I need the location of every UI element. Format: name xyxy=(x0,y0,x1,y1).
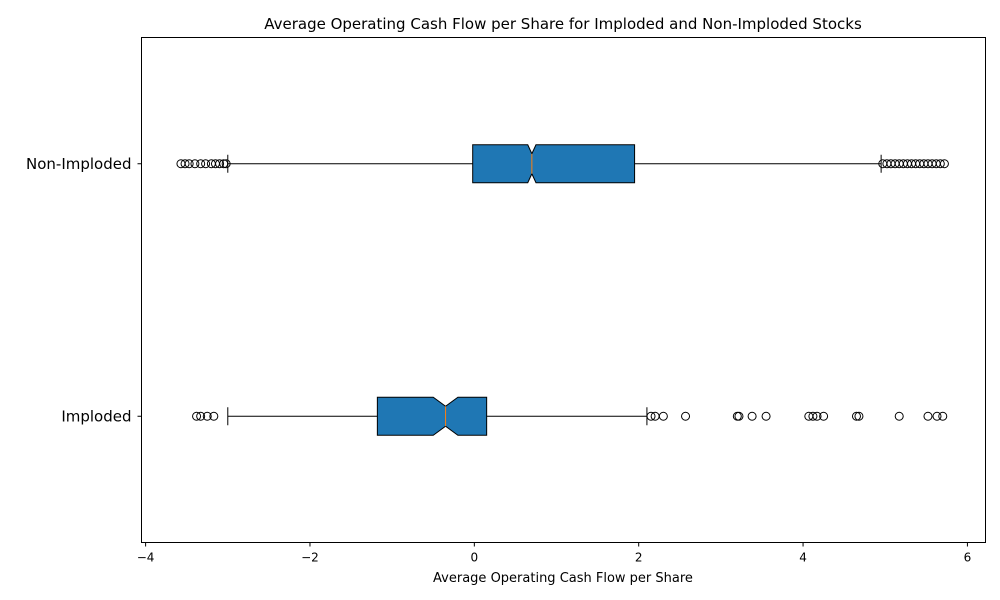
box xyxy=(376,396,488,436)
outlier-point xyxy=(219,159,229,169)
outlier-point xyxy=(939,159,949,169)
x-tick-label: 0 xyxy=(471,551,479,565)
boxes-layer xyxy=(176,144,949,436)
x-tick-label: −4 xyxy=(137,551,155,565)
y-tick-label: Imploded xyxy=(61,407,131,425)
outlier-point xyxy=(761,411,771,421)
outlier-point xyxy=(935,159,945,169)
x-tick-label: 6 xyxy=(964,551,972,565)
outlier-point xyxy=(202,411,212,421)
outlier-point xyxy=(658,411,668,421)
box-group-imploded xyxy=(192,396,948,436)
outlier-point xyxy=(747,411,757,421)
outlier-point xyxy=(938,411,948,421)
x-tick-label: 4 xyxy=(799,551,807,565)
outlier-point xyxy=(190,159,200,169)
outlier-point xyxy=(923,411,933,421)
outlier-point xyxy=(209,411,219,421)
outlier-point xyxy=(734,411,744,421)
x-axis: −4 −2 0 2 4 6 xyxy=(137,542,972,565)
plot-area-frame xyxy=(141,37,986,543)
outlier-point xyxy=(184,159,194,169)
box-group-non-imploded xyxy=(176,144,949,184)
outlier-point xyxy=(646,411,656,421)
outlier-point xyxy=(201,159,211,169)
outlier-point xyxy=(812,411,822,421)
y-axis: Imploded Non-Imploded xyxy=(26,155,142,425)
outlier-point xyxy=(221,159,231,169)
outlier-point xyxy=(681,411,691,421)
outlier-point xyxy=(854,411,864,421)
outlier-point xyxy=(180,159,190,169)
outlier-point xyxy=(932,411,942,421)
outlier-point xyxy=(894,411,904,421)
outlier-point xyxy=(196,411,206,421)
outlier-point xyxy=(215,159,225,169)
outlier-point xyxy=(819,411,829,421)
outlier-point xyxy=(192,411,202,421)
x-tick-label: −2 xyxy=(301,551,319,565)
box xyxy=(472,144,636,184)
x-tick-label: 2 xyxy=(635,551,643,565)
outlier-point xyxy=(196,159,206,169)
outlier-point xyxy=(808,411,818,421)
outlier-point xyxy=(851,411,861,421)
chart-title: Average Operating Cash Flow per Share fo… xyxy=(264,15,862,33)
x-axis-label: Average Operating Cash Flow per Share xyxy=(433,571,693,586)
y-tick-label: Non-Imploded xyxy=(26,155,132,173)
